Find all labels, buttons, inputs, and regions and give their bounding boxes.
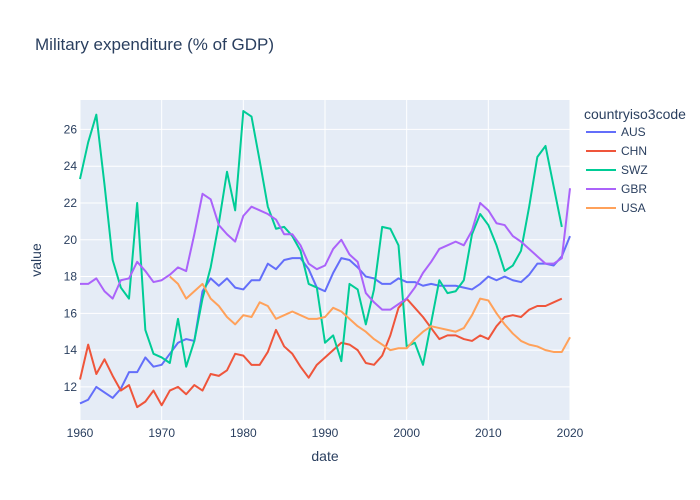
legend-item-chn[interactable]: CHN	[586, 144, 647, 158]
x-tick-label: 1970	[148, 426, 175, 440]
legend-title: countryiso3code	[584, 106, 686, 122]
y-tick-label: 22	[64, 196, 78, 210]
legend-label: SWZ	[621, 163, 648, 177]
y-tick-label: 18	[64, 270, 78, 284]
legend-label: AUS	[621, 125, 646, 139]
x-axis-title: date	[311, 448, 338, 464]
y-axis-title: value	[28, 243, 44, 277]
legend-item-swz[interactable]: SWZ	[586, 163, 648, 177]
series-line-usa[interactable]	[169, 275, 571, 353]
legend-label: USA	[621, 201, 646, 215]
series-line-chn[interactable]	[79, 297, 563, 409]
series-line-aus[interactable]	[79, 235, 571, 405]
x-axis-ticks: 1960 1970 1980 1990 2000 2010 2020	[67, 426, 584, 440]
legend-item-usa[interactable]: USA	[586, 201, 646, 215]
legend-label: CHN	[621, 144, 647, 158]
series-line-swz[interactable]	[79, 110, 563, 368]
y-tick-label: 12	[64, 380, 78, 394]
x-tick-label: 1990	[312, 426, 339, 440]
chart-title: Military expenditure (% of GDP)	[35, 35, 274, 54]
y-tick-label: 14	[64, 343, 78, 357]
series-lines	[79, 110, 571, 409]
legend-item-gbr[interactable]: GBR	[586, 182, 647, 196]
y-axis-ticks: 12 14 16 18 20 22 24 26	[64, 122, 78, 393]
x-tick-label: 1960	[67, 426, 94, 440]
y-tick-label: 26	[64, 122, 78, 136]
y-tick-label: 20	[64, 233, 78, 247]
x-tick-label: 2020	[557, 426, 584, 440]
x-tick-label: 1980	[230, 426, 257, 440]
y-tick-label: 16	[64, 306, 78, 320]
legend-item-aus[interactable]: AUS	[586, 125, 646, 139]
legend[interactable]: countryiso3code AUS CHN SWZ GBR USA	[584, 106, 686, 215]
y-tick-label: 24	[64, 159, 78, 173]
x-tick-label: 2000	[393, 426, 420, 440]
legend-label: GBR	[621, 182, 647, 196]
x-tick-label: 2010	[475, 426, 502, 440]
series-line-gbr[interactable]	[80, 188, 571, 311]
